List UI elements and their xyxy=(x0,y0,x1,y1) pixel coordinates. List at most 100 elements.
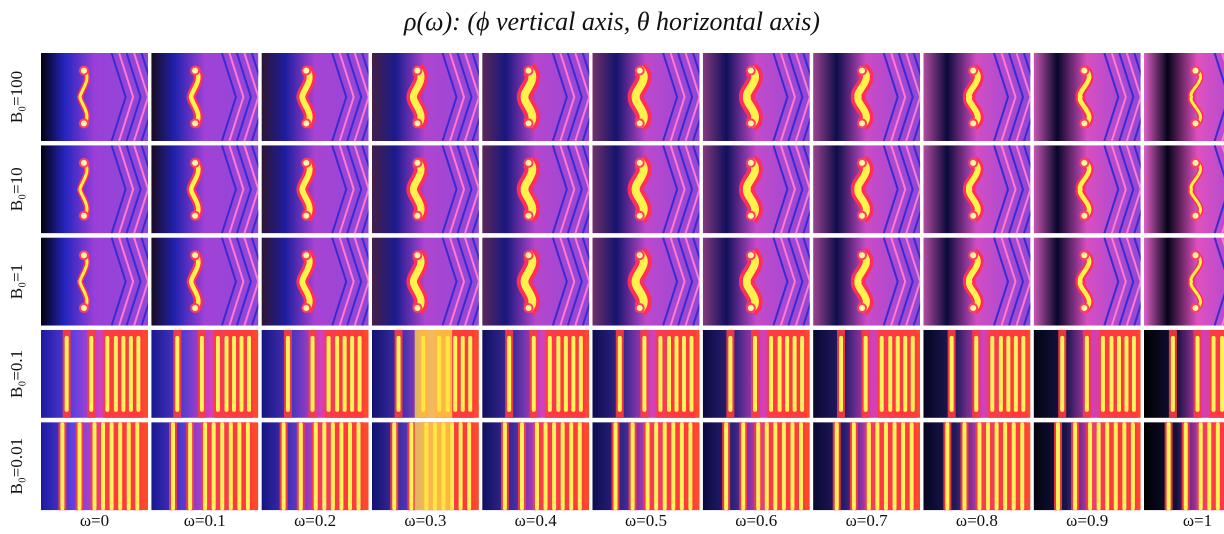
hot-spot xyxy=(190,210,201,221)
ridge xyxy=(520,158,537,221)
fringe xyxy=(456,145,473,234)
tile-background xyxy=(1144,53,1224,141)
ridge xyxy=(299,159,313,220)
stripe xyxy=(1096,422,1101,511)
ridge xyxy=(631,65,648,129)
stripe xyxy=(642,335,647,412)
fringe xyxy=(140,237,148,326)
fringe xyxy=(1008,145,1025,234)
ridge xyxy=(1189,159,1202,219)
stripe xyxy=(453,335,458,412)
fringe xyxy=(140,53,148,141)
tile-background xyxy=(261,145,369,234)
hot-spot xyxy=(1079,65,1090,76)
stripe xyxy=(1011,422,1016,511)
fringe xyxy=(243,145,259,234)
stripe xyxy=(777,335,782,412)
ridge xyxy=(966,158,981,220)
fringe xyxy=(338,53,355,141)
hot-spot xyxy=(1190,65,1201,76)
bright-band xyxy=(414,329,453,418)
column-label: ω=0.6 xyxy=(735,511,777,530)
hot-spot xyxy=(523,157,534,168)
fringe xyxy=(331,145,348,234)
ridge xyxy=(520,250,537,313)
stripe xyxy=(245,422,250,511)
ridge xyxy=(854,250,870,313)
fringe xyxy=(802,237,810,326)
hot-spot xyxy=(301,250,312,261)
stripe xyxy=(866,422,871,511)
fringe xyxy=(662,145,679,234)
fringe xyxy=(1000,145,1017,234)
fringe xyxy=(361,237,369,326)
fringe xyxy=(220,53,237,141)
heatmap-tile xyxy=(592,145,700,234)
ridge xyxy=(854,66,870,128)
stripe xyxy=(534,422,539,511)
fringe xyxy=(905,145,921,234)
ridge xyxy=(1077,67,1092,127)
fringe xyxy=(993,53,1010,141)
tile-background xyxy=(41,145,148,234)
stripe xyxy=(239,335,244,412)
stripe xyxy=(578,335,583,412)
stripe xyxy=(617,335,622,412)
fringe xyxy=(566,237,583,326)
fringe xyxy=(662,237,679,326)
fringe xyxy=(905,237,921,326)
fringe xyxy=(140,145,148,234)
stripe xyxy=(237,422,242,511)
stripe xyxy=(1105,422,1110,511)
hot-spot xyxy=(745,303,756,313)
heatmap-tile xyxy=(1033,53,1141,141)
heatmap-tile xyxy=(813,329,921,418)
fringe xyxy=(574,53,590,141)
hot-spot xyxy=(1079,118,1090,129)
heatmap-tile xyxy=(1144,145,1224,234)
fringe xyxy=(1008,53,1025,141)
fringe xyxy=(464,145,479,234)
hot-spot xyxy=(857,250,868,261)
heatmap-tile xyxy=(702,422,810,511)
stripe xyxy=(1013,335,1018,412)
fringe xyxy=(133,53,148,141)
stripe xyxy=(1198,422,1203,511)
stripe xyxy=(121,335,126,412)
fringe xyxy=(882,145,899,234)
stripe xyxy=(901,422,906,511)
ridge xyxy=(409,158,425,220)
stripe xyxy=(769,335,774,412)
stripe xyxy=(671,422,676,511)
heatmap-tile xyxy=(261,329,369,418)
fringe xyxy=(456,237,473,326)
stripe xyxy=(1170,335,1175,412)
column-label: ω=0.9 xyxy=(1066,511,1108,530)
fringe xyxy=(441,237,458,326)
fringe xyxy=(692,237,700,326)
stripe xyxy=(1220,335,1224,412)
stripe xyxy=(945,422,950,511)
stripe xyxy=(834,422,839,511)
fringe xyxy=(250,237,259,326)
fringe xyxy=(471,53,479,141)
stripe xyxy=(1130,422,1135,511)
stripe xyxy=(552,422,557,511)
stripe xyxy=(630,422,635,511)
stripe xyxy=(1116,335,1121,412)
fringe xyxy=(353,237,369,326)
fringe xyxy=(559,145,576,234)
hot-spot xyxy=(745,157,756,168)
stripe xyxy=(135,422,140,511)
fringe xyxy=(331,53,348,141)
fringe xyxy=(684,145,700,234)
ridge xyxy=(1077,159,1092,220)
stripe xyxy=(689,335,694,412)
ridge xyxy=(188,67,201,127)
fringe xyxy=(1103,145,1120,234)
ridge xyxy=(1189,67,1202,127)
stripe xyxy=(507,335,512,412)
stripe xyxy=(1073,422,1078,511)
fringe xyxy=(441,53,458,141)
stripe xyxy=(903,335,908,412)
